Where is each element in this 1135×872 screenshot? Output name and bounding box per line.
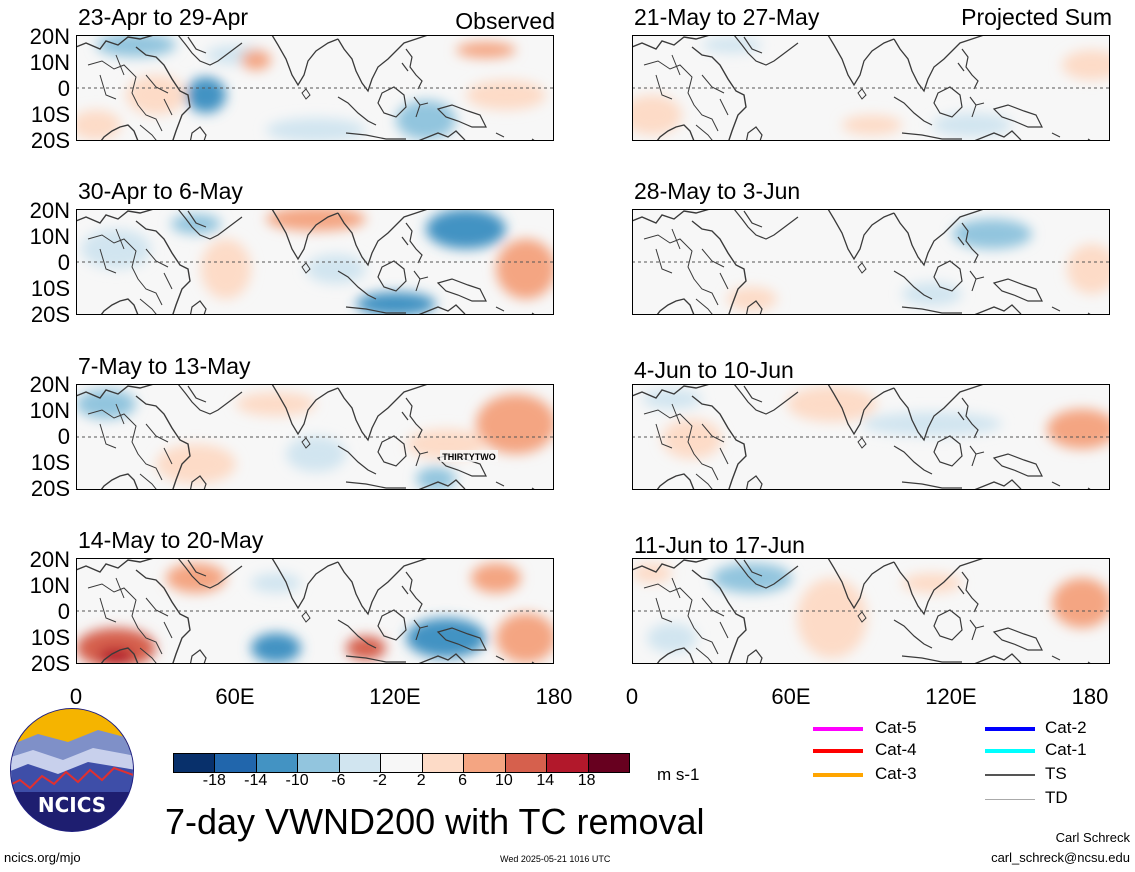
lat-label-20s: 20S <box>30 128 70 153</box>
map-panel-left-4 <box>76 558 554 664</box>
lat-label-10n: 10N <box>29 224 70 249</box>
colorbar-tick-label: -2 <box>372 772 387 789</box>
lat-label-10s: 10S <box>30 450 70 475</box>
colorbar-tick-label: -6 <box>331 772 346 789</box>
colorbar-swatch <box>546 754 588 772</box>
map-panel-left-3: THIRTYTWO <box>76 384 554 490</box>
lat-label-eq: 0 <box>57 76 70 101</box>
legend-label: Cat-4 <box>875 740 917 759</box>
lat-label-eq: 0 <box>57 424 70 449</box>
legend-label: TS <box>1045 764 1067 783</box>
legend-swatch <box>985 727 1035 731</box>
panel-title-left-4: 14-May to 20-May <box>78 527 264 553</box>
panel-title-right-2: 28-May to 3-Jun <box>634 178 801 204</box>
colorbar-tick-label: 6 <box>458 772 467 789</box>
panel-title-right-3: 4-Jun to 10-Jun <box>634 357 794 383</box>
colorbar-tick-label: 10 <box>495 772 513 789</box>
colorbar-tick-label: 18 <box>577 772 596 789</box>
tc-legend: Cat-5 Cat-4 Cat-3 Cat-2 Cat-1 TS TD <box>813 719 1113 809</box>
lat-label-10s: 10S <box>30 625 70 650</box>
ncics-logo: NCICS <box>10 708 134 832</box>
lon-label-180: 180 <box>1071 684 1109 709</box>
colorbar-swatch <box>421 754 464 772</box>
footer-author: Carl Schreck <box>1055 830 1130 845</box>
lon-label-0: 0 <box>625 684 639 709</box>
colorbar-swatch <box>380 754 422 772</box>
panel-title-left-1: 23-Apr to 29-Apr <box>78 4 249 30</box>
legend-label: TD <box>1045 788 1068 807</box>
lat-label-10n: 10N <box>29 398 70 423</box>
colorbar-units: m s-1 <box>657 765 700 784</box>
legend-swatch <box>813 749 863 753</box>
colorbar <box>173 753 630 773</box>
panel-title-left-2: 30-Apr to 6-May <box>78 178 243 204</box>
colorbar-tick-label: 2 <box>416 772 426 789</box>
lon-label-0: 0 <box>69 684 83 709</box>
lon-label-120e: 120E <box>925 684 977 709</box>
lat-label-20n: 20N <box>29 198 70 223</box>
colorbar-tick-label: -18 <box>202 772 226 789</box>
lat-label-10s: 10S <box>30 276 70 301</box>
legend-label: Cat-1 <box>1045 740 1087 759</box>
legend-label: Cat-2 <box>1045 718 1087 737</box>
map-panel-right-2 <box>632 209 1110 315</box>
colorbar-swatch <box>463 754 505 772</box>
colorbar-swatch <box>214 754 256 772</box>
legend-swatch <box>985 749 1035 753</box>
lat-label-20s: 20S <box>30 476 70 501</box>
logo-text: NCICS <box>38 793 106 817</box>
legend-swatch <box>985 799 1035 800</box>
projected-label: Projected Sum <box>961 4 1112 30</box>
lon-label-180: 180 <box>535 684 573 709</box>
main-title: 7-day VWND200 with TC removal <box>165 801 705 842</box>
storm-label: THIRTYTWO <box>442 452 496 462</box>
map-panel-right-3 <box>632 384 1110 490</box>
legend-label: Cat-5 <box>875 718 917 737</box>
lat-label-10s: 10S <box>30 102 70 127</box>
lat-label-20s: 20S <box>30 651 70 676</box>
colorbar-swatch <box>174 754 215 772</box>
map-panel-right-4 <box>632 558 1110 664</box>
observed-label: Observed <box>455 8 555 34</box>
lat-label-eq: 0 <box>57 599 70 624</box>
lon-label-120e: 120E <box>369 684 421 709</box>
footer-url: ncics.org/mjo <box>4 850 81 865</box>
lat-label-20n: 20N <box>29 372 70 397</box>
lat-label-10n: 10N <box>29 573 70 598</box>
lat-label-20n: 20N <box>29 24 70 49</box>
panel-title-right-4: 11-Jun to 17-Jun <box>634 532 805 558</box>
colorbar-swatch <box>338 754 381 772</box>
lat-label-10n: 10N <box>29 50 70 75</box>
colorbar-swatch <box>297 754 339 772</box>
footer-timestamp: Wed 2025-05-21 1016 UTC <box>500 854 611 864</box>
panel-title-left-3: 7-May to 13-May <box>78 353 251 379</box>
lat-label-20s: 20S <box>30 302 70 327</box>
footer-email: carl_schreck@ncsu.edu <box>991 850 1130 865</box>
lon-label-60e: 60E <box>771 684 811 709</box>
map-panel-right-1 <box>632 35 1110 141</box>
lon-label-60e: 60E <box>215 684 255 709</box>
colorbar-tick-label: 14 <box>536 772 555 789</box>
lat-label-20n: 20N <box>29 547 70 572</box>
colorbar-swatch <box>504 754 547 772</box>
colorbar-swatch <box>255 754 298 772</box>
legend-label: Cat-3 <box>875 764 917 783</box>
map-panel-left-2 <box>76 209 554 315</box>
panel-title-right-1: 21-May to 27-May <box>634 4 820 30</box>
legend-swatch <box>985 774 1035 776</box>
legend-swatch <box>813 773 863 777</box>
colorbar-labels: -18 -14 -10 -6 -2 2 6 10 14 18 <box>173 773 628 793</box>
legend-swatch <box>813 727 863 731</box>
map-panel-left-1 <box>76 35 554 141</box>
lat-label-eq: 0 <box>57 250 70 275</box>
colorbar-tick-label: -14 <box>244 772 268 789</box>
colorbar-tick-label: -10 <box>285 772 309 789</box>
colorbar-swatch <box>587 754 629 772</box>
